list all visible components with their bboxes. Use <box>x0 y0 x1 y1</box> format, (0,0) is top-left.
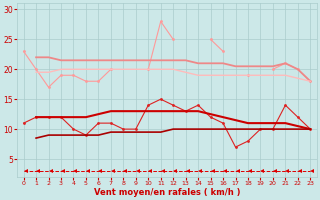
X-axis label: Vent moyen/en rafales ( km/h ): Vent moyen/en rafales ( km/h ) <box>94 188 240 197</box>
